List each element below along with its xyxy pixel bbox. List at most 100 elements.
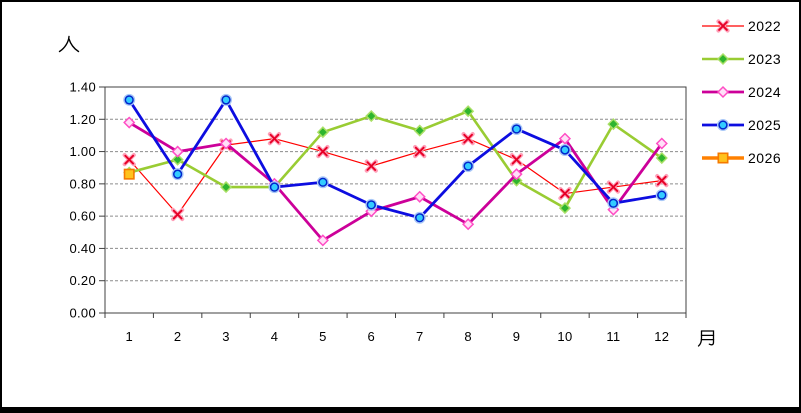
y-axis-title-glyph	[68, 38, 80, 53]
x-axis-labels: 1 2 3 4 5 6 7 8 9 10 11 12	[125, 329, 669, 344]
data-point	[316, 234, 329, 247]
series-2022	[122, 132, 669, 222]
data-point	[366, 200, 376, 210]
data-point	[172, 209, 183, 220]
data-point	[219, 181, 233, 194]
data-point	[717, 152, 729, 164]
x-tick-label: 2	[174, 329, 182, 344]
data-point	[219, 137, 233, 150]
data-point	[718, 21, 728, 31]
data-point-halo	[171, 168, 184, 181]
y-tick-label: 0.20	[69, 273, 96, 288]
frame-edge	[0, 0, 801, 2]
data-point	[365, 109, 378, 123]
data-point	[124, 154, 135, 165]
series-2025	[123, 93, 668, 224]
y-axis-labels: 0.00 0.20 0.40 0.60 0.80 1.00 1.20 1.40	[69, 80, 96, 321]
data-point	[560, 145, 570, 155]
data-point	[462, 218, 475, 231]
data-point	[463, 161, 473, 171]
legend-item-2022: 2022	[702, 18, 781, 34]
data-point	[171, 145, 184, 158]
data-point	[510, 168, 523, 181]
data-point	[316, 126, 329, 139]
data-point-halo	[462, 160, 475, 173]
data-point-halo	[316, 176, 329, 189]
data-point-halo	[717, 118, 730, 131]
y-tick-label: 1.20	[69, 112, 96, 127]
frame-edge	[799, 0, 801, 413]
plot-border	[104, 86, 687, 314]
data-point	[366, 161, 377, 171]
x-tick-label: 3	[222, 329, 230, 344]
data-point	[414, 146, 425, 157]
y-axis-title-glyph	[58, 35, 70, 53]
x-tick-label: 1	[125, 329, 133, 344]
x-axis-title-glyph	[697, 330, 703, 347]
y-tick-label: 1.40	[69, 80, 96, 95]
data-point	[558, 202, 572, 215]
legend-label: 2025	[748, 117, 781, 133]
data-point-halo	[510, 122, 523, 135]
data-point	[716, 52, 730, 66]
y-tick-label: 1.00	[69, 144, 96, 159]
x-tick-label: 12	[654, 329, 669, 344]
x-tick-label: 9	[513, 329, 521, 344]
data-point	[318, 177, 328, 187]
x-tick-label: 10	[557, 329, 572, 344]
data-point	[462, 105, 475, 118]
data-point	[171, 153, 184, 166]
legend-label: 2023	[748, 51, 781, 67]
data-point-halo	[123, 93, 136, 106]
x-axis-title	[697, 330, 715, 347]
data-point	[560, 188, 570, 199]
y-tick-label: 0.00	[69, 306, 96, 321]
series-line	[127, 109, 664, 210]
data-point	[413, 190, 426, 203]
data-point	[608, 198, 619, 208]
data-point-halo	[220, 93, 233, 106]
y-tick-label: 0.40	[69, 241, 96, 256]
data-point-halo	[365, 198, 378, 211]
x-tick-label: 4	[271, 329, 279, 344]
data-point	[124, 95, 134, 105]
data-point	[221, 95, 231, 105]
data-point-halo	[413, 211, 426, 224]
axis-ticks	[99, 86, 687, 318]
legend-label: 2026	[748, 150, 781, 166]
data-point	[413, 124, 426, 137]
data-point	[172, 169, 183, 179]
series-line	[127, 98, 664, 220]
legend-item-2023: 2023	[702, 51, 781, 67]
x-axis-title-glyph	[700, 330, 715, 346]
series-2026	[123, 168, 135, 180]
data-point	[269, 182, 280, 192]
legend-label: 2024	[748, 84, 781, 100]
y-tick-label: 0.80	[69, 176, 96, 191]
x-tick-label: 7	[416, 329, 424, 344]
legend: 2022 2023 2024 2025 2026	[702, 18, 781, 166]
data-point	[718, 120, 728, 130]
data-point-halo	[558, 143, 571, 156]
data-point-halo	[268, 181, 281, 194]
gridlines	[105, 118, 686, 282]
data-point	[716, 85, 730, 99]
data-point	[463, 133, 473, 144]
x-tick-label: 8	[464, 329, 472, 344]
data-point-halo	[607, 197, 620, 210]
x-tick-label: 11	[606, 329, 620, 344]
data-point	[415, 213, 425, 223]
frame-edge	[0, 407, 801, 413]
x-tick-label: 5	[319, 329, 327, 344]
data-point	[607, 118, 620, 131]
data-point	[123, 168, 135, 180]
series-line	[127, 121, 664, 242]
legend-item-2024: 2024	[702, 84, 781, 100]
data-point	[558, 132, 572, 145]
data-point	[655, 151, 668, 165]
legend-item-2026: 2026	[702, 150, 781, 166]
data-point	[655, 137, 668, 150]
y-axis-title	[58, 35, 80, 53]
data-point	[318, 146, 328, 157]
